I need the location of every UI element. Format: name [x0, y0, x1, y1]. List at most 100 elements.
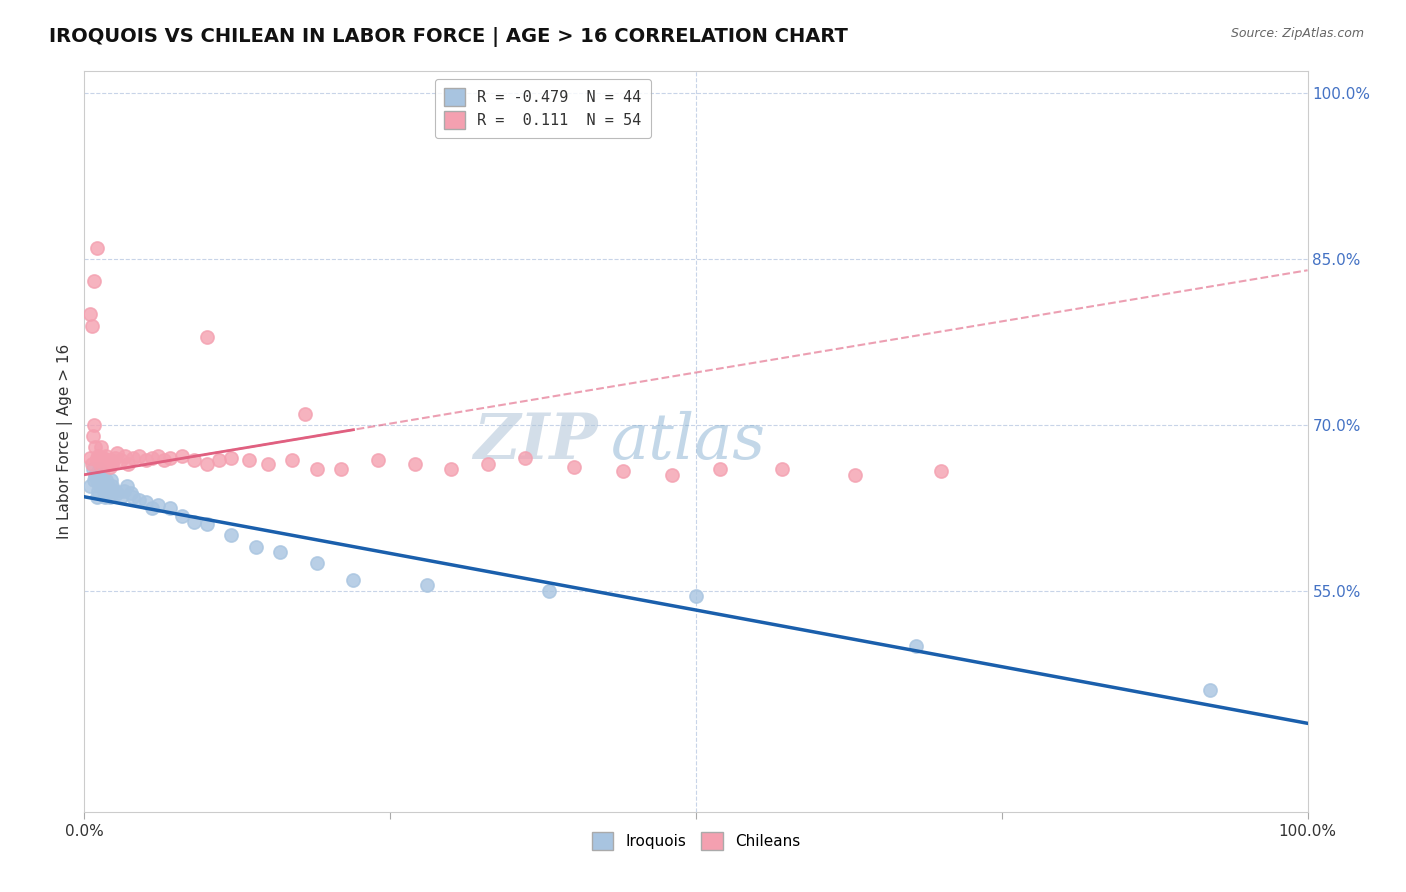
- Point: [770, 462, 793, 476]
- Point: [172, 449, 194, 463]
- Point: [105, 486, 128, 500]
- Point: [183, 453, 205, 467]
- Point: [100, 473, 122, 487]
- Point: [172, 508, 194, 523]
- Point: [100, 453, 122, 467]
- Point: [114, 449, 136, 463]
- Point: [305, 462, 328, 476]
- Point: [97, 479, 120, 493]
- Point: [562, 459, 585, 474]
- Y-axis label: In Labor Force | Age > 16: In Labor Force | Age > 16: [58, 344, 73, 539]
- Point: [110, 453, 132, 467]
- Point: [612, 464, 634, 478]
- Point: [219, 528, 242, 542]
- Point: [1198, 683, 1220, 698]
- Point: [84, 440, 107, 454]
- Point: [86, 490, 108, 504]
- Point: [404, 457, 426, 471]
- Point: [208, 453, 231, 467]
- Point: [96, 449, 118, 463]
- Point: [90, 473, 112, 487]
- Point: [120, 486, 142, 500]
- Point: [245, 540, 267, 554]
- Point: [97, 484, 120, 499]
- Point: [87, 449, 110, 463]
- Point: [86, 241, 108, 255]
- Point: [844, 467, 866, 482]
- Point: [97, 457, 120, 471]
- Point: [98, 459, 121, 474]
- Text: Source: ZipAtlas.com: Source: ZipAtlas.com: [1230, 27, 1364, 40]
- Point: [87, 484, 110, 499]
- Point: [79, 308, 101, 322]
- Point: [94, 490, 117, 504]
- Point: [79, 451, 101, 466]
- Point: [141, 451, 163, 466]
- Point: [117, 457, 139, 471]
- Point: [195, 457, 218, 471]
- Point: [238, 453, 260, 467]
- Point: [80, 457, 103, 471]
- Point: [269, 545, 291, 559]
- Point: [709, 462, 731, 476]
- Point: [86, 451, 108, 466]
- Point: [93, 453, 115, 467]
- Point: [79, 479, 101, 493]
- Point: [513, 451, 536, 466]
- Point: [440, 462, 463, 476]
- Point: [98, 490, 121, 504]
- Point: [330, 462, 353, 476]
- Point: [122, 490, 145, 504]
- Point: [257, 457, 280, 471]
- Point: [89, 479, 111, 493]
- Point: [94, 457, 117, 471]
- Point: [104, 451, 127, 466]
- Point: [294, 407, 316, 421]
- Point: [135, 453, 157, 467]
- Point: [159, 500, 181, 515]
- Point: [477, 457, 499, 471]
- Point: [135, 495, 157, 509]
- Point: [105, 445, 128, 459]
- Point: [110, 490, 132, 504]
- Point: [97, 453, 120, 467]
- Point: [83, 274, 105, 288]
- Point: [305, 556, 328, 570]
- Point: [661, 467, 683, 482]
- Point: [84, 467, 107, 482]
- Point: [87, 453, 110, 467]
- Point: [195, 517, 218, 532]
- Point: [86, 453, 108, 467]
- Point: [86, 473, 108, 487]
- Text: ZIP: ZIP: [474, 411, 598, 472]
- Text: IROQUOIS VS CHILEAN IN LABOR FORCE | AGE > 16 CORRELATION CHART: IROQUOIS VS CHILEAN IN LABOR FORCE | AGE…: [49, 27, 848, 46]
- Point: [159, 451, 181, 466]
- Point: [219, 451, 242, 466]
- Point: [367, 453, 389, 467]
- Point: [146, 449, 169, 463]
- Point: [83, 473, 105, 487]
- Point: [122, 451, 145, 466]
- Point: [342, 573, 364, 587]
- Point: [538, 583, 561, 598]
- Point: [685, 589, 707, 603]
- Point: [183, 515, 205, 529]
- Point: [146, 498, 169, 512]
- Point: [93, 484, 115, 499]
- Point: [416, 578, 439, 592]
- Point: [115, 479, 138, 493]
- Point: [80, 318, 103, 333]
- Point: [281, 453, 304, 467]
- Point: [82, 462, 104, 476]
- Point: [90, 440, 112, 454]
- Legend: Iroquois, Chileans: Iroquois, Chileans: [585, 826, 807, 856]
- Point: [104, 484, 127, 499]
- Point: [141, 500, 163, 515]
- Point: [128, 493, 150, 508]
- Point: [112, 484, 135, 499]
- Text: atlas: atlas: [610, 410, 765, 473]
- Point: [91, 451, 114, 466]
- Point: [195, 329, 218, 343]
- Point: [91, 467, 114, 482]
- Point: [128, 449, 150, 463]
